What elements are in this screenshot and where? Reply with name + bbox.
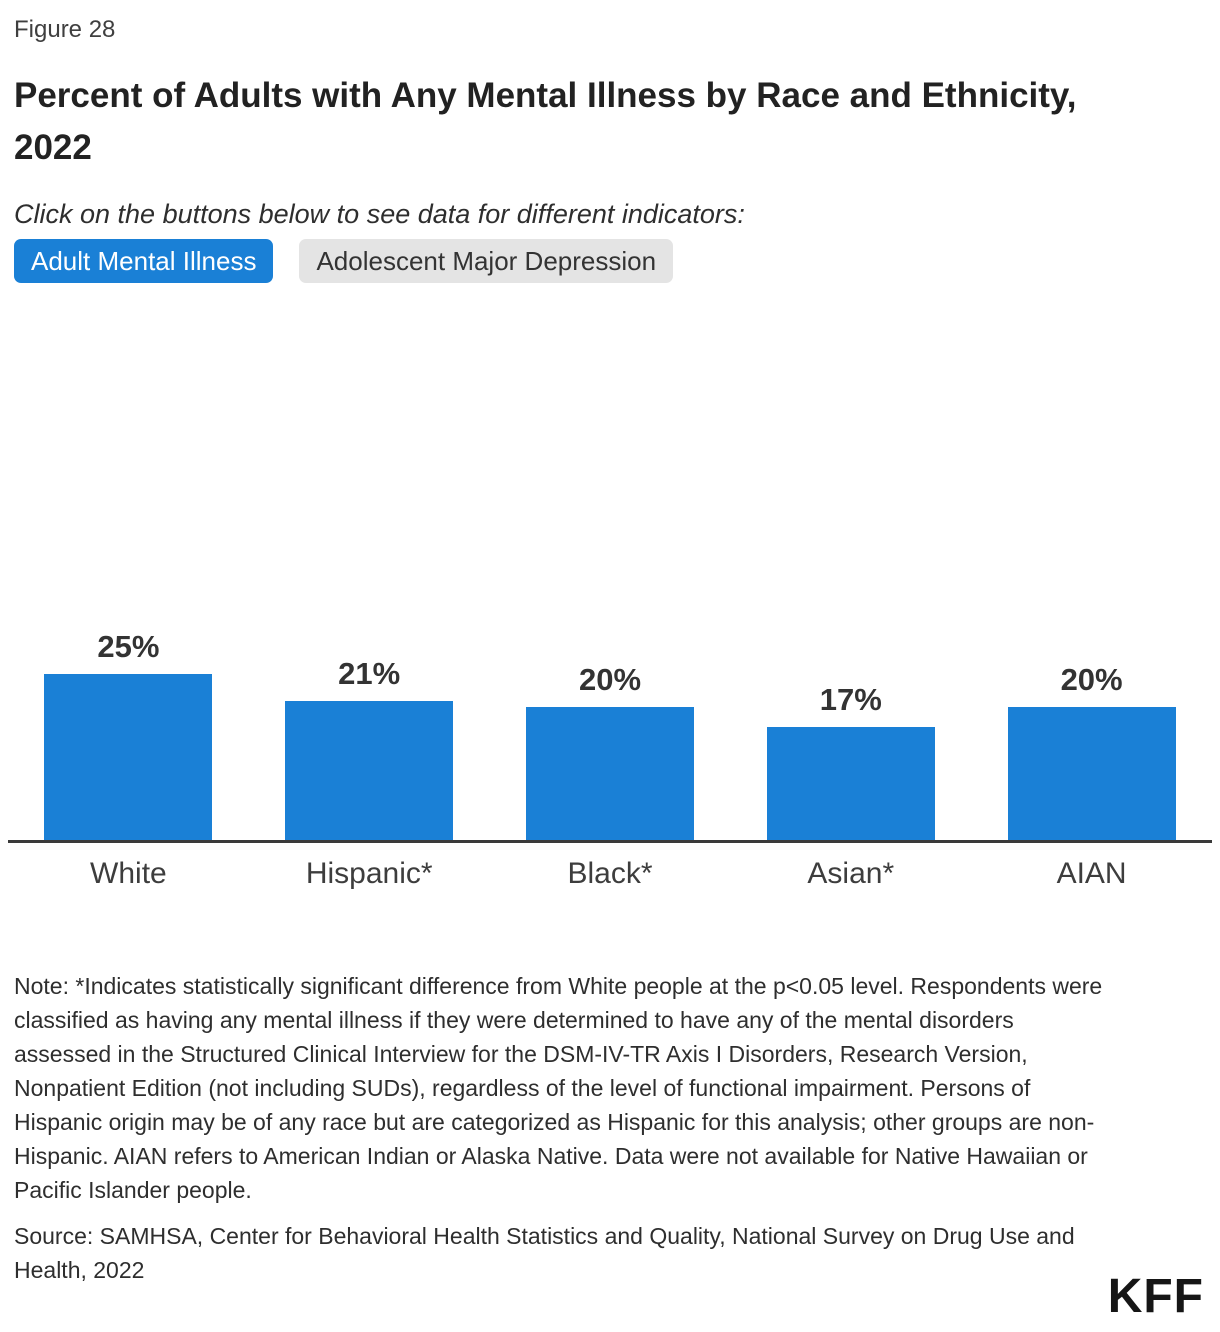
bar-chart-plot: 25% 21% 20% 17% 20%: [8, 283, 1212, 840]
indicator-button-adolescent-major-depression[interactable]: Adolescent Major Depression: [299, 239, 674, 283]
bar: [1007, 707, 1176, 840]
figure-label: Figure 28: [14, 16, 116, 43]
source-text: Source: SAMHSA, Center for Behavioral He…: [14, 1223, 1075, 1283]
page-title: Percent of Adults with Any Mental Illnes…: [14, 76, 1077, 167]
bar-value-label: 21%: [338, 656, 401, 691]
bar: [525, 707, 694, 840]
bar-column: 20%: [490, 662, 731, 840]
category-label: White: [90, 857, 167, 890]
indicator-instruction: Click on the buttons below to see data f…: [14, 199, 745, 229]
note-text: Note: *Indicates statistically significa…: [14, 973, 1103, 1203]
bar-chart: 25% 21% 20% 17% 20% White Hispanic* Black* Asia…: [8, 283, 1212, 891]
bar-chart-categories: White Hispanic* Black* Asian* AIAN: [8, 843, 1212, 891]
category-label: Hispanic*: [305, 857, 433, 890]
bar-column: 17%: [730, 682, 971, 840]
x-axis-line: [8, 840, 1212, 843]
category-label: AIAN: [1056, 857, 1127, 890]
bar-column: 25%: [8, 629, 249, 840]
indicator-button-adult-mental-illness[interactable]: Adult Mental Illness: [14, 239, 274, 283]
bar: [44, 674, 213, 840]
kff-logo: KFF: [1107, 1270, 1204, 1323]
indicator-button-row: Adult Mental Illness Adolescent Major De…: [14, 239, 1206, 283]
bar-column: 20%: [971, 662, 1212, 840]
bar-value-label: 25%: [97, 629, 160, 664]
category-label: Asian*: [807, 857, 895, 890]
bar: [766, 727, 935, 840]
bar-column: 21%: [249, 656, 490, 840]
bar-value-label: 20%: [1060, 662, 1123, 697]
bar-value-label: 20%: [578, 662, 642, 697]
bar-value-label: 17%: [819, 682, 882, 717]
category-label: Black*: [567, 857, 653, 890]
bar: [285, 701, 454, 840]
